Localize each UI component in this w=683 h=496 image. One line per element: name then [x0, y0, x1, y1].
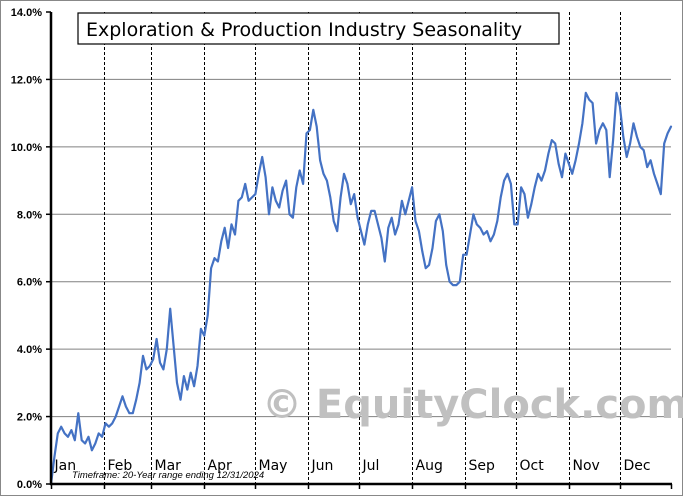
y-axis-ticks: 0.0% 2.0% 4.0% 6.0% 8.0% 10.0% 12.0% 14.0%: [11, 7, 51, 491]
month-label-jul: Jul: [362, 458, 380, 474]
month-label-feb: Feb: [108, 458, 133, 474]
title-border: [77, 12, 560, 45]
y-tick-label: 8.0%: [17, 209, 42, 221]
month-label-aug: Aug: [416, 458, 443, 474]
month-label-oct: Oct: [520, 458, 545, 474]
month-label-dec: Dec: [624, 458, 651, 474]
month-label-apr: Apr: [208, 458, 232, 474]
y-tick-label: 12.0%: [11, 74, 42, 86]
axes: [49, 12, 672, 486]
watermark: © EquityClock.com: [262, 382, 683, 428]
timeframe-note: Timeframe: 20-Year range ending 12/31/20…: [72, 470, 264, 481]
month-labels: Jan Feb Mar Apr May Jun Jul Aug Sep Oct Nov Dec: [54, 458, 651, 474]
y-tick-label: 4.0%: [17, 344, 42, 356]
title-box: Exploration & Production Industry Season…: [77, 12, 560, 45]
y-tick-label: 0.0%: [17, 479, 42, 491]
month-label-mar: Mar: [155, 458, 182, 474]
month-label-may: May: [259, 458, 288, 474]
watermark-text: © EquityClock.com: [262, 382, 683, 428]
seasonal-line: [49, 91, 673, 486]
month-label-jan: Jan: [54, 458, 77, 474]
month-label-jun: Jun: [311, 458, 334, 474]
horizontal-gridlines: [51, 78, 671, 418]
x-axis-ticks: [50, 484, 673, 489]
month-label-sep: Sep: [469, 458, 496, 474]
month-label-nov: Nov: [573, 458, 600, 474]
y-tick-label: 14.0%: [11, 7, 42, 19]
y-tick-label: 10.0%: [11, 142, 42, 154]
chart-title: Exploration & Production Industry Season…: [86, 19, 522, 41]
y-tick-label: 6.0%: [17, 277, 42, 289]
y-tick-label: 2.0%: [17, 412, 42, 424]
month-dividers: [104, 12, 621, 484]
